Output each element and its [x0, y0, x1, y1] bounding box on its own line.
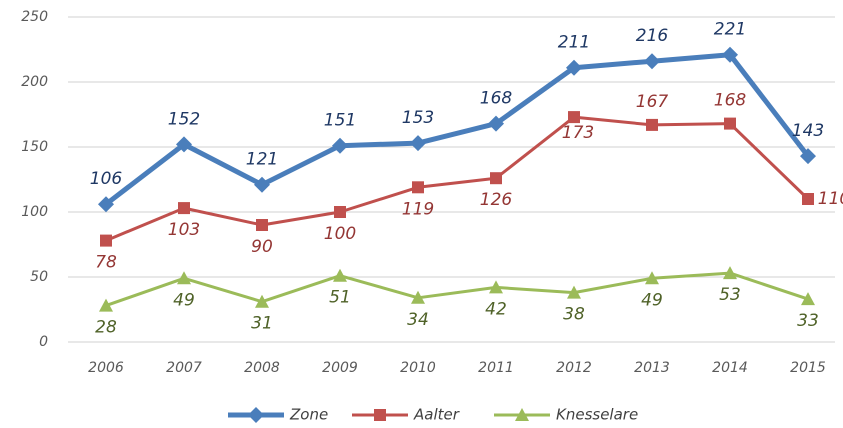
y-tick-label: 0 [39, 334, 48, 350]
legend-marker [248, 407, 264, 423]
marker [567, 285, 581, 299]
marker [178, 202, 190, 215]
data-label: 49 [641, 290, 663, 310]
marker [254, 176, 270, 193]
x-tick-label: 2012 [556, 360, 592, 376]
marker [568, 111, 580, 124]
data-label: 42 [485, 299, 507, 319]
y-tick-label: 50 [30, 269, 48, 285]
data-label: 31 [251, 314, 273, 334]
marker [802, 193, 814, 205]
marker [98, 196, 114, 213]
marker [489, 280, 503, 294]
x-tick-label: 2006 [88, 360, 124, 376]
marker [800, 148, 816, 165]
marker [411, 290, 425, 304]
data-label: 28 [95, 318, 117, 338]
marker [177, 271, 191, 285]
data-label: 173 [562, 123, 594, 143]
data-label: 51 [329, 288, 351, 308]
y-tick-label: 200 [21, 74, 48, 90]
data-label: 211 [558, 33, 590, 53]
data-label: 110 [818, 189, 843, 209]
marker [644, 53, 660, 70]
marker [100, 234, 112, 247]
marker [723, 266, 737, 280]
x-tick-label: 2014 [712, 360, 748, 376]
marker [724, 117, 736, 130]
marker [410, 135, 426, 152]
data-label: 152 [168, 109, 200, 129]
data-label: 168 [480, 89, 513, 109]
marker [722, 46, 738, 63]
x-tick-label: 2011 [478, 360, 514, 376]
legend-marker [515, 408, 529, 421]
x-tick-label: 2008 [244, 360, 280, 376]
series-line [105, 115, 810, 242]
data-label: 90 [251, 237, 273, 257]
legend-label: Knesselare [556, 406, 638, 424]
data-label: 216 [636, 26, 669, 46]
marker [256, 219, 268, 231]
legend-label: Aalter [413, 406, 460, 424]
x-tick-label: 2015 [790, 360, 826, 376]
y-tick-label: 250 [21, 9, 48, 25]
data-label: 78 [95, 253, 117, 273]
data-label: 126 [480, 190, 513, 210]
data-label: 49 [173, 290, 195, 310]
series-line [104, 52, 810, 207]
data-label: 100 [324, 224, 356, 244]
marker [801, 292, 815, 306]
data-label: 121 [246, 150, 278, 170]
data-label: 143 [792, 121, 824, 141]
data-label: 103 [168, 220, 200, 240]
marker [332, 137, 348, 154]
data-label: 34 [407, 310, 429, 330]
marker [333, 268, 347, 282]
marker [255, 294, 269, 308]
data-label: 119 [402, 199, 434, 219]
x-tick-label: 2007 [166, 360, 202, 376]
y-tick-label: 100 [21, 204, 48, 220]
data-label: 38 [563, 305, 585, 325]
marker [334, 206, 346, 218]
series-line [105, 271, 809, 308]
data-label: 53 [719, 285, 741, 305]
marker [99, 298, 113, 312]
data-label: 33 [797, 311, 819, 331]
data-label: 106 [90, 169, 123, 189]
data-label: 167 [636, 92, 669, 112]
data-label: 151 [324, 111, 356, 131]
legend-label: Zone [289, 406, 328, 424]
marker [412, 181, 424, 194]
marker [566, 59, 582, 76]
data-label: 221 [714, 20, 746, 40]
x-tick-label: 2010 [400, 360, 436, 376]
marker [176, 136, 192, 153]
x-tick-label: 2013 [634, 360, 670, 376]
x-tick-label: 2009 [322, 360, 358, 376]
marker [646, 118, 658, 131]
marker [490, 172, 502, 185]
y-tick-label: 150 [21, 139, 48, 155]
data-label: 168 [714, 91, 747, 111]
marker [488, 115, 504, 132]
data-label: 153 [402, 108, 434, 128]
legend-marker [374, 409, 386, 421]
marker [645, 271, 659, 285]
